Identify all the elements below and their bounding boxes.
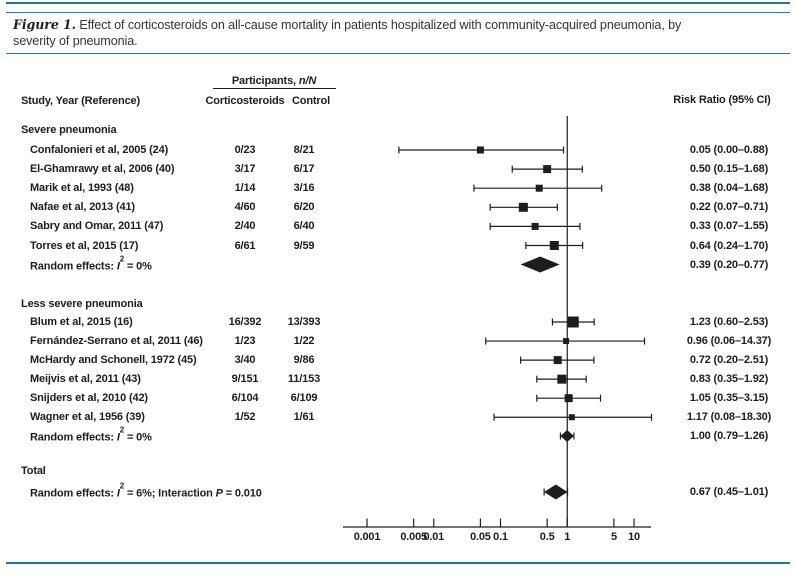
x-axis-tick-label: 0.005 <box>400 531 427 543</box>
participants-corticosteroids: 3/17 <box>234 163 256 176</box>
total-header: Total <box>21 464 46 477</box>
study-label: Blum et al, 2015 (16) <box>30 316 133 328</box>
summary-diamond <box>520 256 560 273</box>
participants-control: 6/109 <box>290 392 318 405</box>
x-axis-tick-label: 0.001 <box>353 531 381 543</box>
study-point-square <box>543 165 552 174</box>
participants-corticosteroids: 3/40 <box>234 354 256 367</box>
bottom-rule <box>6 562 790 564</box>
risk-ratio-value: 0.33 (0.07–1.55) <box>689 220 769 233</box>
study-label: El-Ghamrawy et al, 2006 (40) <box>30 163 175 176</box>
x-axis-tick-label: 0.5 <box>539 531 555 543</box>
study-label: Sabry and Omar, 2011 (47) <box>30 220 164 233</box>
risk-ratio-value: 0.83 (0.35–1.92) <box>689 373 769 386</box>
figure-caption-line2: severity of pneumonia. <box>13 34 138 48</box>
study-label: Fernández-Serrano et al, 2011 (46) <box>30 335 203 348</box>
risk-ratio-value: 1.05 (0.35–3.15) <box>689 392 769 405</box>
participants-control: 1/22 <box>293 335 315 348</box>
risk-ratio-value: 0.38 (0.04–1.68) <box>689 182 769 195</box>
risk-ratio-value: 1.17 (0.08–18.30) <box>686 411 772 424</box>
participants-control: 13/393 <box>287 316 321 328</box>
column-header-risk-ratio: Risk Ratio (95% CI) <box>673 94 771 106</box>
study-label: Wagner et al, 1956 (39) <box>30 411 145 424</box>
study-label: Marik et al, 1993 (48) <box>30 182 134 195</box>
x-axis-tick-label: 0.05 <box>470 531 491 543</box>
study-point-square <box>567 316 579 328</box>
risk-ratio-value: 0.50 (0.15–1.68) <box>689 163 769 176</box>
x-axis-tick-label: 10 <box>628 531 640 543</box>
study-label: McHardy and Schonell, 1972 (45) <box>30 354 197 367</box>
participants-control: 11/153 <box>287 373 321 386</box>
study-point-square <box>518 202 528 212</box>
risk-ratio-value: 0.22 (0.07–0.71) <box>689 201 769 214</box>
study-label: Snijders et al, 2010 (42) <box>30 392 148 405</box>
study-point-square <box>557 374 567 384</box>
section-header: Severe pneumonia <box>21 124 117 136</box>
x-axis-tick-label: 0.01 <box>423 531 445 543</box>
participants-control: 1/61 <box>293 411 315 424</box>
top-rule <box>6 2 790 4</box>
section-header: Less severe pneumonia <box>21 297 143 310</box>
participants-control: 6/20 <box>293 201 315 214</box>
summary-diamond <box>560 430 574 442</box>
participants-underline <box>213 88 336 90</box>
participants-corticosteroids: 2/40 <box>234 220 256 233</box>
participants-group-header: Participants, n/N <box>232 75 316 87</box>
participants-corticosteroids: 1/52 <box>234 411 256 424</box>
study-point-square <box>549 241 559 250</box>
risk-ratio-value: 0.67 (0.45–1.01) <box>689 486 769 498</box>
study-label: Meijvis et al, 2011 (43) <box>30 373 141 386</box>
participants-corticosteroids: 0/23 <box>234 144 256 156</box>
study-point-square <box>535 184 543 192</box>
participants-nN-label: n/N <box>298 75 317 87</box>
participants-corticosteroids: 1/23 <box>234 335 256 348</box>
participants-corticosteroids: 4/60 <box>234 201 256 214</box>
participants-control: 3/16 <box>293 182 315 195</box>
summary-diamond <box>544 484 568 500</box>
participants-control: 9/86 <box>293 354 315 367</box>
column-header-study: Study, Year (Reference) <box>21 95 141 107</box>
figure-number: Figure 1. <box>13 17 76 32</box>
participants-control: 8/21 <box>293 144 315 156</box>
participants-label: Participants, <box>231 75 299 87</box>
participants-corticosteroids: 6/104 <box>231 392 259 405</box>
study-label: Confalonieri et al, 2005 (24) <box>30 144 169 156</box>
column-header-corticosteroids: Corticosteroids <box>205 95 285 107</box>
random-effects-label: Random effects: I2 = 0% <box>30 254 152 272</box>
participants-control: 6/40 <box>293 220 315 233</box>
top-inner-rule <box>6 12 790 13</box>
random-effects-label: Random effects: I2 = 0% <box>30 425 152 444</box>
risk-ratio-value: 0.64 (0.24–1.70) <box>689 239 769 252</box>
study-point-square <box>476 146 484 154</box>
x-axis-tick-label: 5 <box>610 531 617 543</box>
participants-corticosteroids: 16/392 <box>228 316 262 328</box>
risk-ratio-value: 0.39 (0.20–0.77) <box>689 258 769 271</box>
study-point-square <box>564 394 573 403</box>
risk-ratio-value: 1.23 (0.60–2.53) <box>689 316 769 328</box>
figure-caption-line1: Effect of corticosteroids on all-cause m… <box>75 18 682 32</box>
participants-control: 6/17 <box>293 163 315 176</box>
participants-corticosteroids: 1/14 <box>234 182 256 195</box>
study-point-square <box>553 356 562 365</box>
risk-ratio-value: 1.00 (0.79–1.26) <box>689 430 769 442</box>
caption-bottom-rule <box>6 53 790 54</box>
figure-caption: Figure 1. Effect of corticosteroids on a… <box>13 17 783 49</box>
x-axis-tick-label: 1 <box>564 531 571 543</box>
total-random-effects-label: Random effects: I2 = 6%; Interaction P =… <box>30 481 262 500</box>
participants-control: 9/59 <box>293 239 315 252</box>
risk-ratio-value: 0.05 (0.00–0.88) <box>689 144 769 156</box>
study-label: Torres et al, 2015 (17) <box>30 239 139 252</box>
study-point-square <box>568 414 575 421</box>
participants-corticosteroids: 9/151 <box>231 373 259 386</box>
study-point-square <box>531 222 539 230</box>
risk-ratio-value: 0.72 (0.20–2.51) <box>689 354 769 367</box>
study-label: Nafae et al, 2013 (41) <box>30 201 135 214</box>
x-axis-tick-label: 0.1 <box>493 531 508 543</box>
risk-ratio-value: 0.96 (0.06–14.37) <box>686 335 772 348</box>
participants-corticosteroids: 6/61 <box>234 239 256 252</box>
column-header-control: Control <box>291 95 331 107</box>
study-point-square <box>563 338 570 345</box>
